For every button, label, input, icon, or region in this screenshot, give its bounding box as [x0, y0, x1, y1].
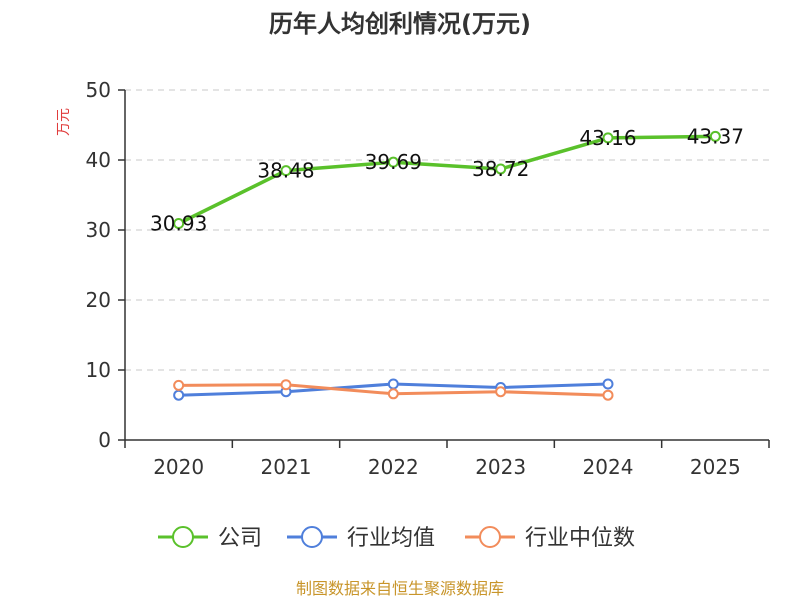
data-label: 38.48	[257, 159, 314, 183]
grid-lines	[125, 89, 769, 371]
data-label: 30.93	[150, 211, 207, 235]
data-label: 43.16	[579, 126, 636, 150]
data-labels: 30.93 38.48 39.69 38.72 43.16 43.37	[150, 124, 744, 235]
y-tick-label: 10	[86, 358, 111, 382]
legend-item-0[interactable]: 公司	[158, 526, 262, 551]
series-lines	[173, 130, 721, 401]
y-tick-label: 20	[86, 288, 111, 312]
y-tick-label: 50	[86, 78, 111, 102]
x-tick-label: 2021	[261, 455, 312, 479]
data-label: 43.37	[687, 124, 744, 148]
data-point[interactable]	[280, 379, 292, 391]
data-point[interactable]	[602, 378, 614, 390]
y-axis-label: 万元	[56, 108, 72, 136]
data-label: 38.72	[472, 157, 529, 181]
legend-label: 行业均值	[347, 526, 435, 551]
x-tick-label: 2020	[153, 455, 204, 479]
data-point[interactable]	[387, 378, 399, 390]
x-tick-label: 2022	[368, 455, 419, 479]
legend-swatch-marker	[301, 526, 323, 548]
data-point[interactable]	[602, 389, 614, 401]
data-point[interactable]	[387, 156, 399, 168]
data-point[interactable]	[173, 217, 185, 229]
x-tick-label: 2023	[475, 455, 526, 479]
source-note: 制图数据来自恒生聚源数据库	[296, 579, 504, 598]
legend-item-1[interactable]: 行业均值	[287, 526, 435, 551]
x-tick-label: 2025	[690, 455, 741, 479]
y-tick-label: 0	[98, 428, 111, 452]
legend-label: 公司	[218, 526, 262, 551]
data-point[interactable]	[387, 388, 399, 400]
data-label: 39.69	[365, 150, 422, 174]
data-point[interactable]	[602, 132, 614, 144]
legend-item-2[interactable]: 行业中位数	[465, 526, 635, 551]
legend-swatch-marker	[172, 526, 194, 548]
series-line-0	[177, 134, 716, 226]
data-point[interactable]	[173, 379, 185, 391]
legend-swatch-marker	[479, 526, 501, 548]
data-point[interactable]	[709, 130, 721, 142]
y-tick-label: 40	[86, 148, 111, 172]
legend-label: 行业中位数	[525, 526, 635, 551]
legend: 公司 行业均值 行业中位数	[158, 526, 635, 551]
data-point[interactable]	[495, 163, 507, 175]
data-point[interactable]	[173, 389, 185, 401]
axes: 0 10 20 30 40 50 2020 2021 2022 2023 2024 2025	[86, 78, 770, 479]
data-point[interactable]	[495, 386, 507, 398]
x-tick-label: 2024	[583, 455, 634, 479]
chart-title: 历年人均创利情况(万元)	[269, 10, 531, 38]
y-tick-label: 30	[86, 218, 111, 242]
data-point[interactable]	[280, 165, 292, 177]
